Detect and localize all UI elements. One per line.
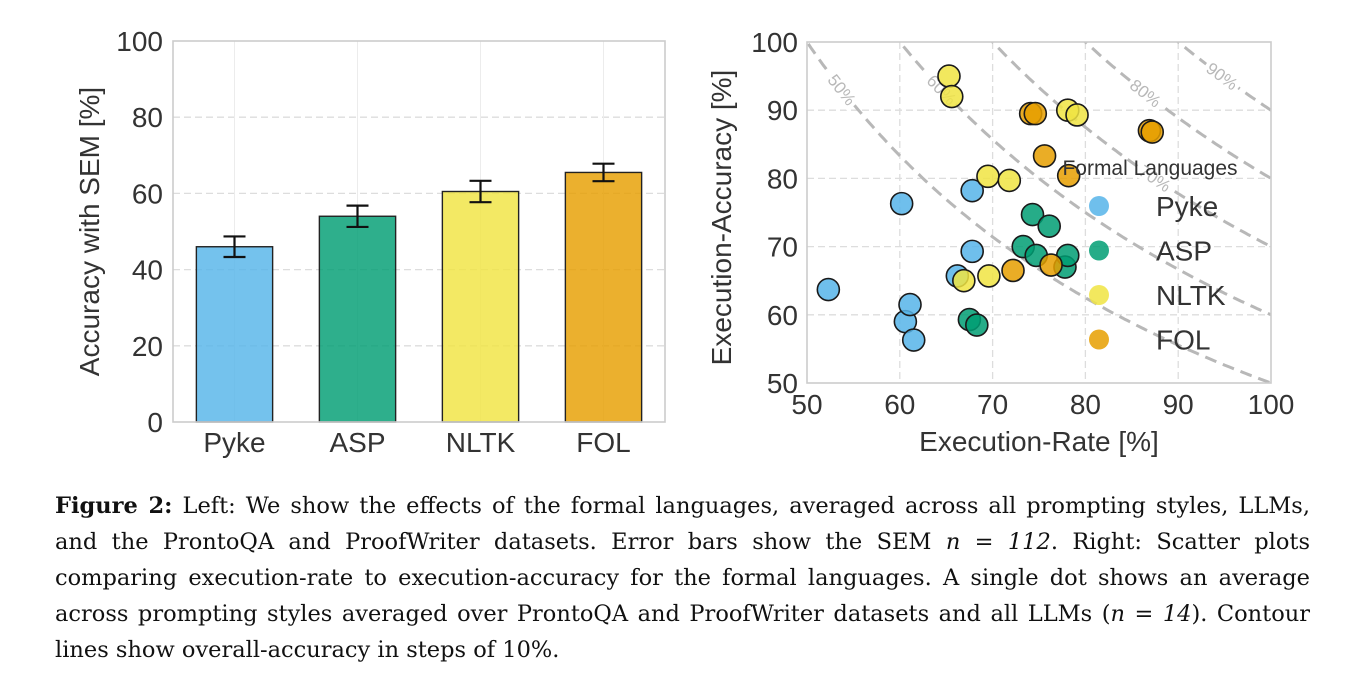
bar-nltk [441,190,520,423]
point-asp [1037,214,1062,238]
bar-chart: 0 20 40 60 80 100 Pyke ASP NLTK FOL Accuracy with … [74,26,666,458]
contour-lines [807,42,1271,383]
legend-marker-nltk [1089,285,1109,305]
scatter-xtick-label: 50 [791,389,822,420]
point-fol [1032,144,1057,168]
point-pyke [960,239,984,264]
scatter-ytick-label: 100 [751,27,798,58]
bar-category-label: Pyke [203,427,265,458]
bar-ytick-label: 20 [132,331,163,362]
point-fol [1140,120,1165,144]
scatter-ytick-label: 80 [767,163,798,194]
bar-ytick-label: 40 [132,255,163,286]
scatter-x-axis-label: Execution-Rate [%] [919,426,1159,457]
bar-asp [318,215,397,423]
bar-category-label: NLTK [446,427,516,458]
point-fol [1056,163,1081,188]
scatter-xtick-label: 80 [1070,389,1101,420]
caption-math-percent: 10% [502,637,553,663]
scatter-xtick-label: 60 [884,389,915,420]
caption-math-n112: n = 112 [945,529,1051,555]
point-nltk [1065,103,1089,127]
point-nltk [937,64,961,88]
scatter-xtick-label: 70 [977,389,1008,420]
contour-line-60 [897,42,1271,317]
caption-text-1: Left: We show the effects of the formal … [55,493,1311,555]
point-pyke [960,178,984,203]
scatter-ytick-label: 60 [767,300,798,331]
legend-label-asp: ASP [1156,236,1212,267]
bar-ytick-label: 100 [116,26,163,57]
scatter-ytick-label: 90 [767,95,798,126]
scatter-xtick-label: 90 [1163,389,1194,420]
point-asp [1020,202,1045,227]
scatter-y-axis-label: Execution-Accuracy [%] [706,70,737,366]
contour-line-70 [990,42,1271,249]
bar-axes-frame [172,40,666,423]
point-fol [1001,258,1025,283]
bar-pyke [195,246,274,423]
bar-ytick-label: 60 [132,178,163,209]
point-pyke [898,292,922,317]
scatter-legend: Formal Languages Pyke ASP NLTK FOL [1062,157,1237,356]
caption-text-4: . [552,637,560,663]
legend-label-fol: FOL [1156,325,1210,356]
contour-label-bg [1124,72,1169,113]
point-nltk [977,264,1001,288]
scatter-xtick-label: 100 [1248,389,1295,420]
legend-label-pyke: Pyke [1156,191,1218,222]
contour-label-bg [822,67,863,112]
legend-title: Formal Languages [1062,157,1237,180]
point-fol [1039,253,1063,277]
contour-label-bg [1200,55,1245,96]
legend-label-nltk: NLTK [1156,280,1226,311]
point-pyke [816,277,841,302]
caption-text-2: . Right: Scatter plots comparing executi… [55,529,1310,627]
bar-ytick-label: 80 [132,102,163,133]
contour-label-bg [1133,158,1178,198]
bar-ytick-label: 0 [147,407,163,438]
scatter-points [816,64,1165,352]
point-nltk [976,164,1000,189]
point-fol [1023,101,1048,126]
point-nltk [939,84,964,109]
bar-category-label: FOL [576,427,630,458]
point-nltk [997,168,1022,193]
point-pyke [889,191,914,216]
bar-y-axis-label: Accuracy with SEM [%] [74,87,105,376]
figure-caption: Figure 2: Left: We show the effects of t… [55,488,1310,668]
bar-category-label: ASP [329,427,385,458]
scatter-ytick-label: 70 [767,232,798,263]
scatter-ytick-label: 50 [767,368,798,399]
legend-marker-asp [1089,240,1109,261]
bar-fol [564,171,643,423]
legend-marker-pyke [1089,196,1109,216]
legend-marker-fol [1089,329,1109,350]
figure-charts: 0 20 40 60 80 100 Pyke ASP NLTK FOL Accuracy with … [74,26,1295,458]
point-pyke [901,328,926,352]
caption-label: Figure 2: [55,493,173,519]
contour-line-80 [1083,42,1271,181]
caption-math-n14: n = 14 [1110,601,1192,627]
scatter-axes-frame [806,41,1272,384]
contour-line-90 [1175,42,1271,112]
point-nltk [952,268,976,293]
caption-text-3: ). Contour lines show overall-accuracy i… [55,601,1311,663]
contour-line-50 [807,42,1271,383]
point-asp [965,313,989,337]
